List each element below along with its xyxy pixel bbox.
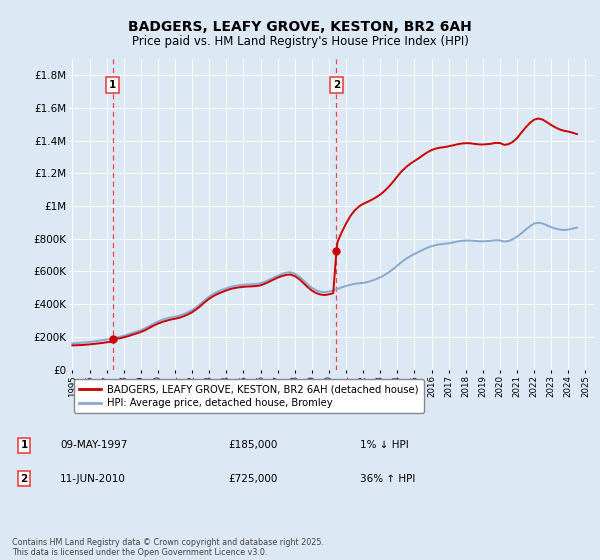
Text: 1: 1	[109, 80, 116, 90]
Text: £725,000: £725,000	[228, 474, 277, 484]
Text: 2: 2	[333, 80, 340, 90]
Text: 11-JUN-2010: 11-JUN-2010	[60, 474, 126, 484]
Text: BADGERS, LEAFY GROVE, KESTON, BR2 6AH: BADGERS, LEAFY GROVE, KESTON, BR2 6AH	[128, 20, 472, 34]
Text: 09-MAY-1997: 09-MAY-1997	[60, 440, 127, 450]
Text: Contains HM Land Registry data © Crown copyright and database right 2025.
This d: Contains HM Land Registry data © Crown c…	[12, 538, 324, 557]
Text: 2: 2	[20, 474, 28, 484]
Text: 1% ↓ HPI: 1% ↓ HPI	[360, 440, 409, 450]
Text: 1: 1	[20, 440, 28, 450]
Text: 36% ↑ HPI: 36% ↑ HPI	[360, 474, 415, 484]
Text: £185,000: £185,000	[228, 440, 277, 450]
Text: Price paid vs. HM Land Registry's House Price Index (HPI): Price paid vs. HM Land Registry's House …	[131, 35, 469, 48]
Legend: BADGERS, LEAFY GROVE, KESTON, BR2 6AH (detached house), HPI: Average price, deta: BADGERS, LEAFY GROVE, KESTON, BR2 6AH (d…	[74, 379, 424, 413]
